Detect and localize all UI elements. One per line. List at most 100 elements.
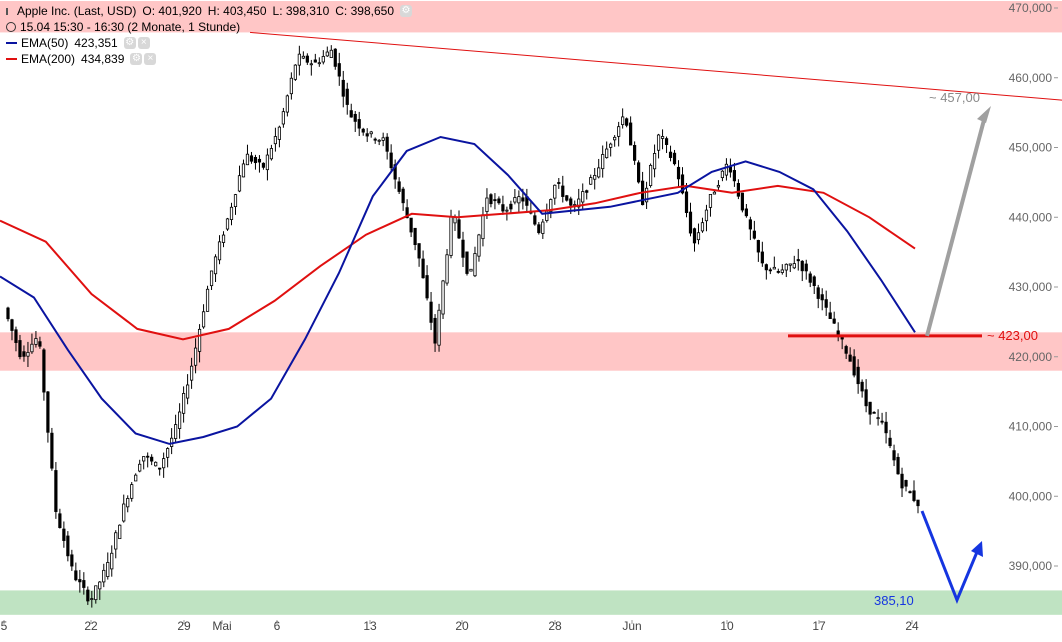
candle (517, 196, 521, 204)
candle (876, 417, 880, 420)
candle (54, 470, 58, 512)
y-tick-label: 470,000 (1009, 1, 1053, 15)
candle (672, 152, 677, 165)
candle (209, 270, 214, 287)
candle (724, 163, 729, 176)
candle (912, 490, 916, 501)
ema200-value: 434,839 (81, 52, 125, 66)
ohlc-high-label: H: (207, 4, 224, 18)
candle (896, 456, 900, 475)
candle (736, 183, 740, 197)
y-tick-label: 430,000 (1009, 280, 1053, 294)
candle (253, 157, 258, 164)
x-tick-label: 22 (84, 619, 98, 633)
candle (860, 381, 864, 392)
ema50-name: EMA(50) (21, 36, 69, 50)
candles (6, 45, 920, 608)
candle (409, 217, 413, 233)
y-tick-label: 390,000 (1009, 559, 1053, 573)
candle (273, 136, 278, 145)
candle (185, 384, 190, 399)
candle (94, 585, 98, 601)
candle (233, 194, 238, 208)
ema200-line (0, 184, 916, 341)
candle (728, 166, 733, 173)
zone-support-2 (0, 590, 1062, 615)
candle (784, 263, 788, 271)
candle (501, 204, 505, 212)
zone-support-1 (0, 332, 1062, 371)
candle (381, 137, 385, 141)
candle (50, 432, 54, 469)
gear-icon[interactable]: ⚙ (400, 5, 412, 17)
candle (688, 211, 693, 234)
arrow-down-up-path (920, 510, 979, 604)
candle (776, 271, 780, 273)
candle (98, 581, 102, 590)
candle (417, 243, 421, 259)
candle (908, 491, 912, 494)
ohlc-close: 398,650 (350, 4, 394, 18)
candle (461, 239, 465, 258)
candle (589, 177, 593, 185)
candle (26, 351, 30, 357)
candle (768, 269, 772, 272)
candle (828, 312, 832, 319)
candle (692, 228, 697, 244)
label-385: 385,10 (874, 593, 914, 608)
x-tick-label: 13 (363, 619, 377, 633)
candle (114, 532, 118, 550)
candle (557, 182, 561, 184)
candle (752, 230, 756, 239)
candle (201, 311, 206, 328)
candle (301, 55, 305, 59)
candle (305, 55, 309, 63)
candle (269, 148, 274, 160)
candle (349, 110, 353, 118)
ema200-swatch (6, 58, 17, 60)
candle (569, 198, 573, 206)
ohlc-open: 401,920 (158, 4, 202, 18)
candle (425, 275, 429, 299)
gear-icon[interactable]: ⚙ (130, 53, 143, 65)
gear-icon[interactable]: ⚙ (123, 37, 136, 49)
candle (900, 473, 904, 489)
ema50-icons[interactable]: ⚙ × (123, 37, 150, 49)
candle (134, 474, 138, 482)
x-tick-label: Jun (622, 619, 641, 633)
candle (38, 341, 42, 347)
x-tick-label: 6 (274, 619, 281, 633)
candle (289, 77, 293, 95)
candle (213, 256, 218, 275)
candle (337, 63, 341, 77)
candle (684, 191, 689, 214)
close-icon[interactable]: × (144, 53, 157, 65)
candle (760, 251, 764, 264)
candle (22, 351, 26, 357)
candle (800, 260, 804, 272)
candle (369, 131, 373, 135)
candle (660, 136, 665, 139)
candle (732, 170, 737, 182)
candle (150, 456, 154, 462)
candle (676, 166, 681, 180)
candle (820, 294, 824, 301)
candle (864, 389, 868, 407)
candle (437, 309, 441, 346)
candle (553, 184, 557, 199)
candle (629, 122, 633, 146)
y-tick-label: 410,000 (1009, 420, 1053, 434)
ema200-icons[interactable]: ⚙ × (130, 53, 157, 65)
candle (261, 162, 266, 168)
legend-settings-icons[interactable]: ⚙ (400, 5, 412, 17)
candle (493, 199, 497, 202)
candle (373, 138, 377, 141)
close-icon[interactable]: × (137, 37, 150, 49)
candle (14, 329, 18, 343)
candle (533, 215, 537, 225)
candle (74, 570, 78, 581)
candle (401, 188, 405, 204)
candle (465, 251, 469, 274)
